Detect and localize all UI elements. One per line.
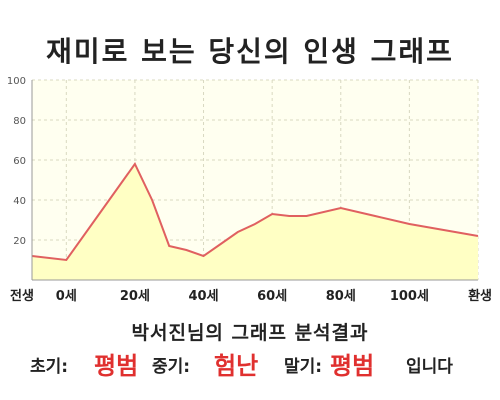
y-tick-label: 60 [13,156,26,167]
analysis-result: 초기: 평범 중기: 험난 말기: 평범 입니다 [0,346,500,380]
middle-value: 험난 [214,352,259,380]
life-area [32,164,478,280]
ending-text: 입니다 [406,357,453,377]
y-tick-label: 100 [7,76,26,87]
life-line [31,162,479,262]
x-tick-label: 80세 [326,289,356,304]
late-label: 말기: [284,357,323,377]
y-tick-label: 80 [13,116,26,127]
y-tick-label: 40 [13,196,26,207]
early-label: 초기: [30,357,69,377]
y-tick-labels: 20 40 60 80 100 [7,76,26,247]
y-tick-label: 20 [13,236,26,247]
x-tick-label: 60세 [257,289,287,304]
middle-label: 중기: [152,357,191,377]
x-tick-labels: 전생 0세 20세 40세 60세 80세 100세 환생 [10,288,492,304]
x-tick-label: 20세 [120,289,150,304]
x-tick-label: 전생 [10,288,34,304]
early-value: 평범 [94,352,139,380]
page-title: 재미로 보는 당신의 인생 그래프 [46,35,454,68]
analysis-title: 박서진님의 그래프 분석결과 [131,322,369,344]
life-graph-chart: 20 40 60 80 100 전생 0세 20세 40세 60세 80세 100세 환생 [7,76,492,304]
late-value: 평범 [330,352,375,380]
x-tick-label: 환생 [468,288,492,304]
x-tick-label: 100세 [390,289,429,304]
x-tick-label: 0세 [56,289,77,304]
x-tick-label: 40세 [189,289,219,304]
